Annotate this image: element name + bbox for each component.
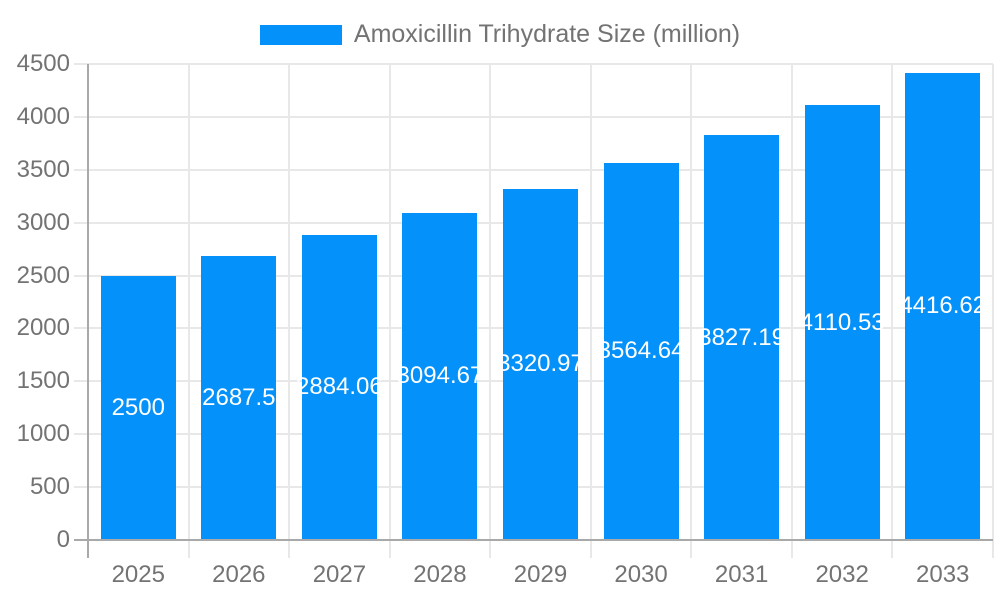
y-tick-label: 1000: [16, 420, 70, 448]
bar-value-label: 3827.19: [698, 323, 785, 351]
x-tick-label: 2026: [212, 561, 266, 588]
bar-2033[interactable]: 4416.62: [899, 72, 986, 540]
y-tick-label: 2000: [16, 314, 70, 342]
x-tick-label: 2029: [513, 561, 568, 588]
x-gridline: [790, 64, 793, 558]
legend-item[interactable]: Amoxicillin Trihydrate Size (million): [0, 20, 1000, 49]
bar-value-label: 3564.64: [597, 337, 685, 365]
y-gridline: [74, 63, 993, 65]
legend-label: Amoxicillin Trihydrate Size (million): [353, 20, 741, 48]
y-tick-label: 0: [56, 526, 70, 553]
x-axis-line: [74, 539, 993, 541]
bar-2031[interactable]: 3827.19: [698, 135, 785, 540]
x-tick-label: 2031: [714, 561, 769, 588]
bar-2029[interactable]: 3320.97: [497, 188, 584, 540]
bar-value-label: 4110.53: [799, 308, 885, 336]
bar-2026[interactable]: 2687.5: [201, 255, 277, 540]
bar-2030[interactable]: 3564.64: [598, 162, 684, 540]
y-axis-line: [87, 64, 89, 558]
y-tick-label: 4000: [16, 102, 70, 130]
x-tick-label: 2025: [111, 561, 165, 588]
x-gridline: [589, 64, 592, 558]
x-tick-label: 2027: [312, 561, 367, 588]
bar-value-label: 2884.06: [295, 373, 383, 401]
x-tick-label: 2028: [413, 561, 467, 588]
x-tick-label: 2032: [815, 561, 869, 588]
x-tick-label: 2030: [614, 561, 668, 588]
bar-2032[interactable]: 4110.53: [800, 105, 885, 540]
x-gridline: [288, 64, 291, 558]
y-gridline: [74, 115, 993, 118]
y-tick-label: 1500: [16, 367, 70, 395]
bar-value-label: 2500: [111, 393, 165, 421]
x-gridline: [388, 64, 391, 558]
x-gridline: [891, 64, 894, 558]
y-tick-label: 3500: [16, 155, 70, 183]
bar-2028[interactable]: 3094.67: [397, 212, 483, 540]
x-gridline: [489, 64, 492, 558]
y-tick-label: 3000: [16, 208, 70, 236]
bar-2025[interactable]: 2500: [100, 275, 176, 540]
y-tick-label: 4500: [16, 50, 70, 77]
x-tick-label: 2033: [916, 561, 970, 588]
bar-value-label: 3094.67: [396, 362, 484, 390]
x-gridline: [690, 64, 693, 558]
x-gridline: [992, 64, 994, 558]
bar-value-label: 3320.97: [497, 350, 584, 378]
bar-value-label: 2687.5: [202, 383, 276, 411]
legend-swatch-icon: [259, 24, 342, 45]
y-gridline: [74, 168, 993, 171]
y-tick-label: 2500: [16, 261, 70, 289]
y-tick-label: 500: [29, 473, 70, 501]
bar-value-label: 4416.62: [899, 292, 987, 320]
bar-2027[interactable]: 2884.06: [296, 234, 383, 540]
x-gridline: [187, 64, 190, 558]
